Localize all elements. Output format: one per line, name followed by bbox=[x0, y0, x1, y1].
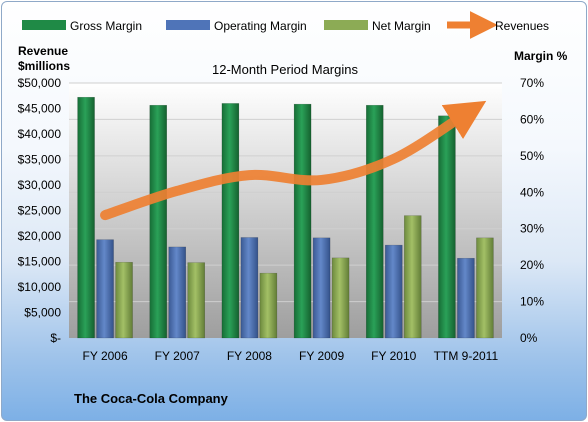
left-axis-label-line: $millions bbox=[18, 59, 70, 73]
right-axis-label: Margin % bbox=[514, 49, 568, 63]
bar-gross-margin bbox=[149, 104, 167, 339]
bar-operating-margin bbox=[457, 257, 475, 339]
y-left-tick-label: $20,000 bbox=[18, 229, 62, 243]
y-left-tick-label: $- bbox=[50, 331, 61, 345]
legend-swatch bbox=[324, 20, 368, 30]
x-tick-label: FY 2010 bbox=[371, 349, 416, 363]
y-right-tick-label: 20% bbox=[520, 258, 544, 272]
y-right-tick-label: 40% bbox=[520, 185, 544, 199]
y-left-tick-label: $35,000 bbox=[18, 153, 62, 167]
bar-operating-margin bbox=[385, 244, 403, 339]
bar-net-margin bbox=[476, 237, 494, 339]
x-tick-label: TTM 9-2011 bbox=[434, 349, 499, 363]
bar-net-margin bbox=[404, 215, 422, 339]
y-left-tick-label: $50,000 bbox=[18, 76, 62, 90]
y-right-tick-label: 70% bbox=[520, 76, 544, 90]
x-tick-label: FY 2008 bbox=[227, 349, 272, 363]
legend-label: Revenues bbox=[495, 19, 549, 33]
y-right-tick-label: 10% bbox=[520, 295, 544, 309]
bar-net-margin bbox=[115, 261, 133, 339]
bar-gross-margin bbox=[77, 96, 95, 339]
y-right-tick-label: 30% bbox=[520, 222, 544, 236]
bar-operating-margin bbox=[168, 246, 186, 339]
y-left-tick-label: $25,000 bbox=[18, 204, 62, 218]
y-right-tick-label: 50% bbox=[520, 149, 544, 163]
legend: Gross Margin Operating Margin Net Margin Re… bbox=[22, 11, 549, 39]
y-left-tick-label: $30,000 bbox=[18, 178, 62, 192]
company-name: The Coca-Cola Company bbox=[74, 391, 228, 406]
legend-label: Net Margin bbox=[372, 19, 431, 33]
x-tick-label: FY 2007 bbox=[155, 349, 200, 363]
revenues-line bbox=[100, 100, 487, 221]
plot-area bbox=[69, 83, 502, 338]
x-tick-label: FY 2009 bbox=[299, 349, 344, 363]
left-axis-label-line: Revenue bbox=[18, 44, 68, 58]
legend-label: Operating Margin bbox=[214, 19, 307, 33]
legend-label: Gross Margin bbox=[70, 19, 142, 33]
y-left-tick-label: $45,000 bbox=[18, 102, 62, 116]
y-left-tick-label: $5,000 bbox=[24, 306, 61, 320]
bar-gross-margin bbox=[293, 103, 312, 339]
bar-operating-margin bbox=[96, 239, 114, 339]
y-right-tick-label: 60% bbox=[520, 112, 544, 126]
y-right-tick-label: 0% bbox=[520, 331, 538, 345]
bar-net-margin bbox=[259, 272, 278, 339]
bar-gross-margin bbox=[221, 103, 240, 339]
bar-net-margin bbox=[331, 257, 350, 339]
bar-net-margin bbox=[187, 262, 205, 339]
bar-gross-margin bbox=[438, 115, 456, 339]
legend-swatch bbox=[166, 20, 210, 30]
left-axis-label: Revenue $millions bbox=[18, 44, 70, 73]
y-left-tick-label: $15,000 bbox=[18, 255, 62, 269]
y-left-tick-label: $40,000 bbox=[18, 127, 62, 141]
legend-swatch bbox=[22, 20, 66, 30]
bar-operating-margin bbox=[240, 237, 259, 339]
x-tick-label: FY 2006 bbox=[83, 349, 128, 363]
chart-title: 12-Month Period Margins bbox=[212, 62, 358, 77]
y-left-tick-label: $10,000 bbox=[18, 280, 62, 294]
bar-gross-margin bbox=[366, 104, 384, 339]
bar-operating-margin bbox=[312, 237, 331, 339]
